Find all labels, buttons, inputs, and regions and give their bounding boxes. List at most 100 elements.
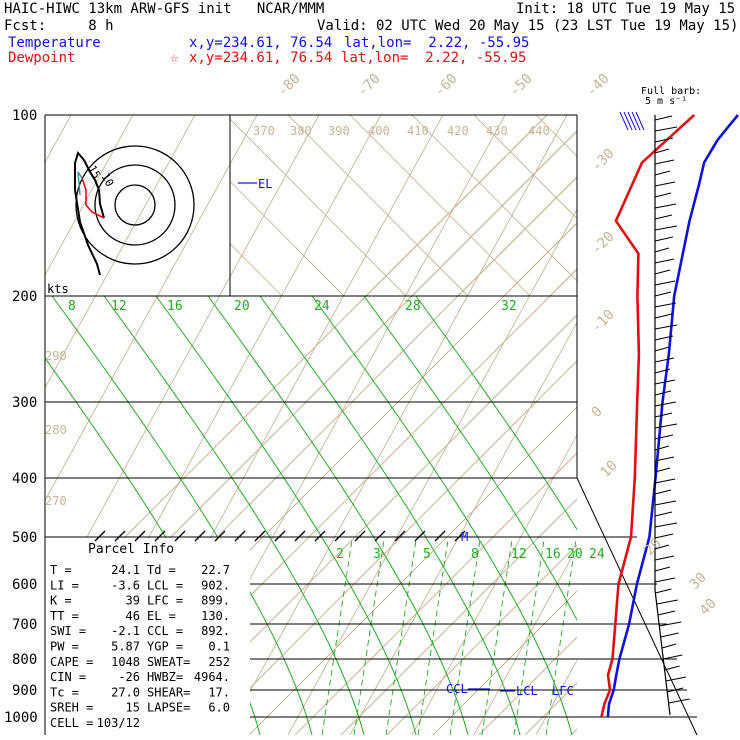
parcel-row-value: -2.1 [111, 624, 140, 638]
dry-adiabat [0, 115, 9, 735]
pressure-label: 700 [12, 617, 37, 633]
mixing-ratio-label: 12 [111, 299, 127, 314]
frame-line [576, 477, 698, 736]
mixing-ratio-label: 20 [234, 299, 250, 314]
wind-barb [654, 159, 675, 165]
wind-barbs [619, 111, 690, 716]
temperature-profile [606, 114, 739, 718]
parcel-row-value: 5.87 [111, 640, 140, 654]
parcel-row-value: -3.6 [111, 578, 140, 592]
mixing-ratio-label: 3 [373, 547, 381, 562]
parcel-row-value: 892. [201, 624, 230, 638]
theta-label: 380 [290, 124, 312, 138]
wind-barb [635, 111, 645, 131]
moist-adiabat [155, 295, 417, 735]
init-time: Init: 18 UTC Tue 19 May 15 [516, 1, 736, 17]
mixing-ratio-line [417, 539, 449, 735]
mixing-ratio-label: 2 [336, 547, 344, 562]
isotherm-label: -10 [589, 307, 618, 336]
parcel-row-label: LAPSE= [147, 701, 190, 715]
wind-barb [654, 577, 676, 583]
isotherm-line [248, 406, 577, 735]
dry-adiabat [535, 115, 577, 157]
wind-barb [654, 478, 676, 484]
wind-barb [654, 324, 678, 330]
isotherm-line [249, 115, 740, 735]
temperature-label: Temperature [8, 35, 101, 51]
mixing-ratio-label: 16 [545, 547, 561, 562]
isotherm-label: -50 [507, 71, 536, 100]
wind-barb [654, 115, 673, 121]
lcl-marker: LCL [516, 684, 538, 698]
hodograph-ring-label: 10 [98, 171, 116, 189]
isotherm-line [432, 590, 577, 735]
wind-barb [654, 225, 678, 231]
parcel-row-label: K = [50, 594, 72, 608]
wind-barb [659, 621, 682, 627]
wind-barb [654, 346, 670, 352]
parcel-row-value: 899. [201, 594, 230, 608]
hodograph-trace-lower [81, 177, 105, 219]
wind-barb [657, 610, 676, 616]
wind-barb [664, 665, 680, 671]
hatch-mark [254, 530, 266, 542]
parcel-row-value: 902. [201, 578, 230, 592]
parcel-row-label: PW = [50, 640, 79, 654]
pressure-label: 100 [12, 108, 37, 124]
mixing-ratio-label: 24 [314, 299, 330, 314]
dry-adiabat [722, 115, 740, 296]
hatch-mark [194, 530, 206, 542]
level-markers: EL CCL LCL LFC M [238, 177, 574, 698]
dry-adiabat [722, 115, 740, 735]
pressure-label: 1000 [4, 710, 38, 726]
wind-barb [654, 434, 674, 440]
isotherm-label: -40 [584, 71, 613, 100]
wind-barb [661, 643, 677, 649]
wind-barb [656, 599, 678, 605]
theta-label: 370 [253, 124, 275, 138]
wind-barb [654, 500, 677, 506]
wind-barb [654, 247, 670, 253]
dry-adiabat [45, 115, 196, 389]
parcel-row-label: CCL = [147, 624, 183, 638]
parcel-info-title: Parcel Info [88, 542, 174, 557]
isotherm-label: -20 [589, 229, 618, 258]
parcel-row-label: LFC = [147, 594, 183, 608]
isotherm-line [294, 452, 577, 735]
dry-adiabat [40, 115, 220, 296]
parcel-row-value: 130. [201, 609, 230, 623]
wind-barb [654, 379, 676, 385]
isotherm-line [709, 115, 740, 735]
mixing-ratio-line [545, 539, 577, 735]
hodograph-trace [74, 150, 105, 276]
temperature-latlon: lat,lon= 2.22, -55.95 [344, 35, 530, 51]
parcel-row-label: LCL = [147, 578, 183, 592]
pressure-label: 600 [12, 577, 37, 593]
forecast-hour: Fcst: 8 h [4, 18, 114, 34]
parcel-row-value: 6.0 [208, 701, 230, 715]
wind-barb [660, 632, 679, 638]
mixing-ratio-label: 8 [68, 299, 76, 314]
isotherm-line [479, 115, 740, 735]
moist-adiabat [363, 295, 577, 622]
theta-label: 270 [45, 494, 67, 508]
wind-barb [667, 687, 684, 693]
mixing-ratio-label: 12 [511, 547, 527, 562]
wind-barb [654, 566, 671, 572]
parcel-row-label: T = [50, 563, 72, 577]
pressure-label: 400 [12, 471, 37, 487]
isotherm-line [524, 682, 577, 735]
parcel-row-label: Tc = [50, 685, 79, 699]
isotherm-line [525, 115, 740, 735]
parcel-row-label: TT = [50, 609, 79, 623]
dry-adiabat [473, 115, 577, 220]
mixing-ratio-line [353, 539, 385, 735]
hatch-mark [274, 530, 286, 542]
theta-label: 390 [328, 124, 350, 138]
wind-barb [654, 522, 678, 528]
wind-barb [654, 181, 676, 187]
parcel-row-value: 15 [126, 701, 140, 715]
dry-adiabat [473, 546, 577, 735]
hodograph-ring-label: 15 [85, 163, 103, 181]
mixing-ratio-line [385, 539, 417, 735]
